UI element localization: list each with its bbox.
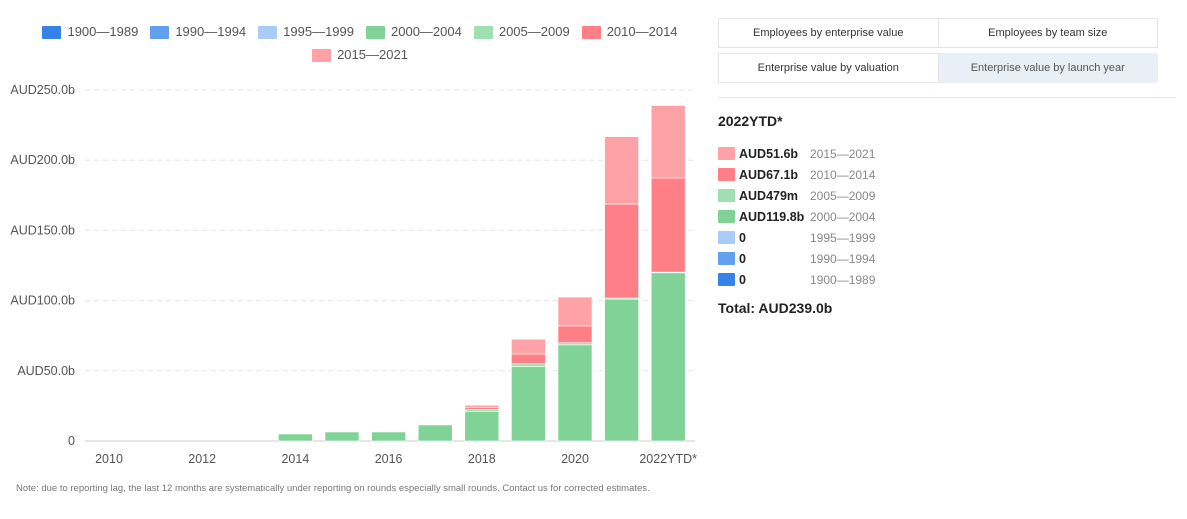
- bar-segment[interactable]: [464, 411, 500, 442]
- bar-segment[interactable]: [650, 272, 686, 442]
- breakdown-label: 1990—1994: [810, 251, 876, 266]
- bar-segment[interactable]: [464, 407, 500, 410]
- bar-segment[interactable]: [557, 325, 593, 344]
- x-tick-label: 2012: [188, 452, 216, 466]
- x-tick-label: 2010: [95, 452, 123, 466]
- breakdown-row: AUD119.8b 2000—2004: [718, 206, 1178, 227]
- x-tick-label: 2016: [375, 452, 403, 466]
- breakdown-list: AUD51.6b 2015—2021 AUD67.1b 2010—2014 AUD479…: [718, 143, 1178, 290]
- breakdown-label: 2010—2014: [810, 167, 876, 182]
- y-tick-label: 0: [68, 434, 75, 448]
- bar-segment[interactable]: [324, 431, 360, 442]
- legend-label: 1995—1999: [283, 24, 354, 39]
- legend-item[interactable]: 2000—2004: [366, 25, 462, 39]
- bar-segment[interactable]: [464, 404, 500, 408]
- legend-item[interactable]: 1900—1989: [42, 25, 138, 39]
- breakdown-row: AUD67.1b 2010—2014: [718, 164, 1178, 185]
- breakdown-label: 2000—2004: [810, 209, 876, 224]
- breakdown-row: AUD479m 2005—2009: [718, 185, 1178, 206]
- tab-enterprise-value-by-launch-year[interactable]: Enterprise value by launch year: [938, 53, 1158, 83]
- breakdown-swatch: [718, 189, 735, 202]
- legend-swatch: [366, 25, 385, 39]
- divider: [718, 97, 1176, 98]
- breakdown-label: 1900—1989: [810, 272, 876, 287]
- tab-enterprise-value-by-valuation[interactable]: Enterprise value by valuation: [718, 53, 939, 83]
- tab-row-2: Enterprise value by valuation Enterprise…: [718, 53, 1158, 83]
- breakdown-value: AUD479m: [739, 188, 799, 203]
- breakdown-label: 2005—2009: [810, 188, 876, 203]
- x-tick-label: 2014: [281, 452, 309, 466]
- y-tick-label: AUD250.0b: [10, 83, 75, 97]
- breakdown-swatch: [718, 252, 735, 265]
- bar-segment[interactable]: [278, 433, 313, 442]
- legend-swatch: [312, 48, 332, 62]
- breakdown-value: 0: [739, 251, 746, 266]
- breakdown-swatch: [718, 147, 735, 160]
- x-tick-label: 2022YTD*: [639, 452, 697, 466]
- breakdown-swatch: [718, 231, 735, 244]
- legend-label: 2010—2014: [606, 24, 678, 39]
- tab-employees-by-team-size[interactable]: Employees by team size: [938, 18, 1158, 48]
- breakdown-value: AUD67.1b: [739, 167, 799, 182]
- bar-segment[interactable]: [557, 344, 593, 442]
- legend-label: 2000—2004: [391, 24, 462, 39]
- bar-chart: 0 AUD50.0b AUD100.0b AUD150.0b AUD200.0b AUD2…: [10, 83, 697, 466]
- bar-segment[interactable]: [604, 203, 639, 299]
- legend-item[interactable]: 2015—2021: [312, 48, 408, 62]
- y-tick-label: AUD100.0b: [10, 294, 75, 308]
- legend-swatch: [42, 25, 62, 39]
- legend-label: 2005—2009: [498, 24, 570, 39]
- tab-employees-by-enterprise-value[interactable]: Employees by enterprise value: [718, 18, 939, 48]
- legend-label: 2015—2021: [337, 47, 408, 62]
- bar-segment[interactable]: [650, 105, 686, 179]
- view-tabs: Employees by enterprise value Employees …: [718, 18, 1158, 83]
- breakdown-row: 0 1900—1989: [718, 269, 1178, 290]
- reporting-note: Note: due to reporting lag, the last 12 …: [16, 483, 650, 494]
- breakdown-row: 0 1995—1999: [718, 227, 1178, 248]
- breakdown-swatch: [718, 273, 735, 286]
- bar-segment[interactable]: [511, 353, 546, 365]
- legend-item[interactable]: 1995—1999: [258, 25, 354, 39]
- bar-segment[interactable]: [417, 424, 453, 442]
- y-tick-label: AUD200.0b: [10, 153, 75, 167]
- bar-segment[interactable]: [604, 136, 639, 205]
- y-tick-label: AUD50.0b: [17, 364, 75, 378]
- bar-segment[interactable]: [604, 298, 639, 442]
- panel-title: 2022YTD*: [718, 113, 783, 129]
- breakdown-value: 0: [739, 230, 746, 245]
- bar-segment[interactable]: [371, 431, 406, 442]
- y-tick-label: AUD150.0b: [10, 223, 75, 237]
- breakdown-label: 2015—2021: [810, 146, 876, 161]
- legend-item[interactable]: 2005—2009: [473, 24, 570, 39]
- breakdown-swatch: [718, 168, 735, 181]
- chart-legend: 1900—1989 1990—1994 1995—1999 2000—2004 2005…: [40, 25, 680, 62]
- x-tick-label: 2020: [561, 452, 589, 466]
- legend-swatch: [581, 25, 601, 39]
- bar-segment[interactable]: [511, 363, 546, 367]
- legend-label: 1900—1989: [67, 24, 139, 39]
- breakdown-row: 0 1990—1994: [718, 248, 1178, 269]
- bar-segment[interactable]: [464, 409, 500, 412]
- tab-row-1: Employees by enterprise value Employees …: [718, 18, 1158, 48]
- breakdown-value: AUD51.6b: [739, 146, 799, 161]
- breakdown-swatch: [718, 210, 735, 223]
- bar-segment[interactable]: [557, 296, 593, 327]
- bar-segment[interactable]: [557, 342, 593, 346]
- bar-segment[interactable]: [511, 338, 546, 355]
- legend-item[interactable]: 2010—2014: [581, 24, 678, 39]
- breakdown-panel: 2022YTD* AUD51.6b 2015—2021 AUD67.1b 2010—2…: [718, 113, 1178, 316]
- legend-label: 1990—1994: [175, 24, 247, 39]
- breakdown-label: 1995—1999: [810, 230, 876, 245]
- legend-swatch: [258, 25, 278, 39]
- legend-item[interactable]: 1990—1994: [150, 25, 246, 39]
- breakdown-row: AUD51.6b 2015—2021: [718, 143, 1178, 164]
- bar-segment[interactable]: [650, 177, 686, 273]
- panel-total: Total: AUD239.0b: [718, 300, 833, 316]
- x-tick-label: 2018: [468, 452, 496, 466]
- bar-segment[interactable]: [511, 366, 546, 442]
- legend-swatch: [473, 25, 493, 39]
- breakdown-value: AUD119.8b: [739, 209, 805, 224]
- breakdown-value: 0: [739, 272, 746, 287]
- legend-swatch: [150, 25, 170, 39]
